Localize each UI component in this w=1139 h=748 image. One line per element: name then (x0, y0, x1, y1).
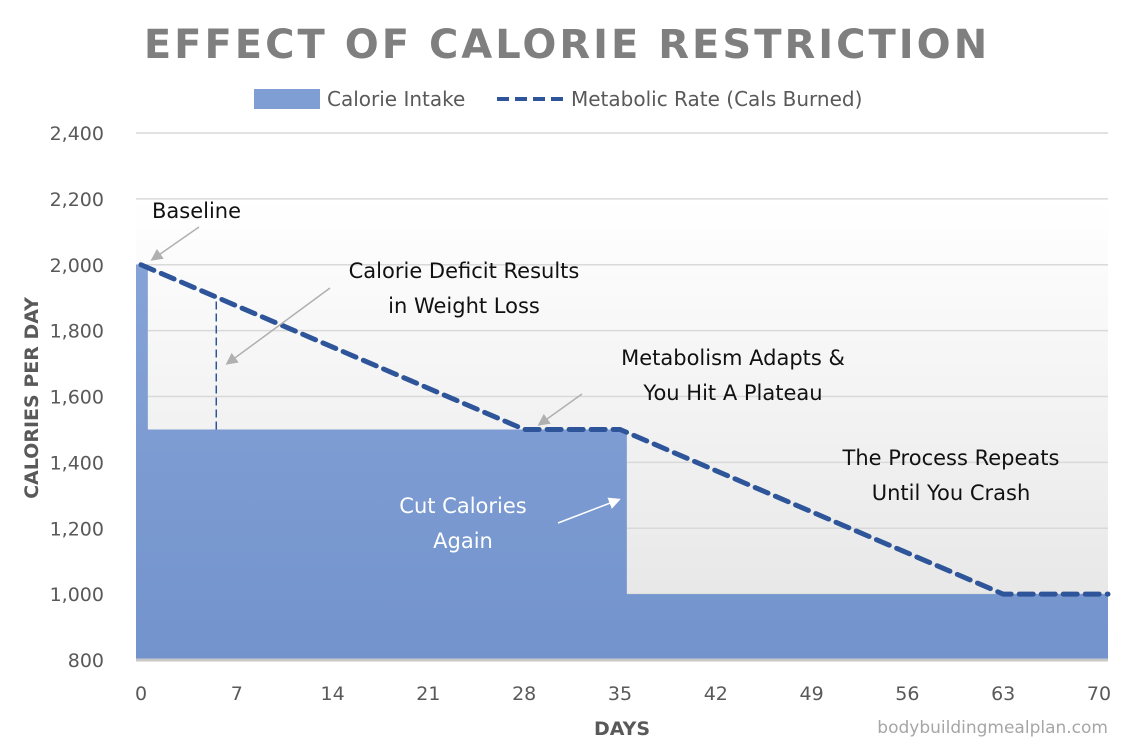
legend: Calorie Intake Metabolic Rate (Cals Burn… (254, 87, 862, 111)
chart-title: EFFECT OF CALORIE RESTRICTION (144, 22, 990, 68)
x-tick-label: 63 (991, 683, 1015, 705)
x-tick-label: 42 (704, 683, 728, 705)
x-tick-label: 0 (135, 683, 147, 705)
x-tick-label: 28 (512, 683, 536, 705)
annotation-baseline: Baseline (152, 199, 241, 223)
legend-label-metabolic-rate: Metabolic Rate (Cals Burned) (571, 87, 862, 111)
y-tick-label: 1,000 (50, 584, 104, 606)
series-layer (136, 262, 1111, 660)
y-tick-label: 1,400 (50, 452, 104, 474)
y-tick-label: 2,200 (50, 189, 104, 211)
y-tick-label: 1,800 (50, 321, 104, 343)
legend-swatch-calorie-intake (254, 89, 320, 109)
y-tick-label: 1,600 (50, 387, 104, 409)
arrow-baseline (150, 226, 200, 261)
arrow-cut (557, 497, 621, 524)
x-tick-label: 21 (416, 683, 440, 705)
arrow-plateau (537, 393, 583, 426)
x-tick-label: 49 (800, 683, 824, 705)
watermark: bodybuildingmealplan.com (877, 718, 1108, 738)
y-tick-label: 2,400 (50, 123, 104, 145)
arrow-deficit (225, 287, 331, 365)
x-tick-label: 14 (321, 683, 345, 705)
y-tick-label: 1,200 (50, 518, 104, 540)
x-tick-label: 35 (608, 683, 632, 705)
x-tick-label: 70 (1087, 683, 1111, 705)
y-axis: 800 1,000 1,200 1,400 1,600 1,800 2,000 2,200 2,… (50, 123, 104, 672)
y-tick-label: 2,000 (50, 255, 104, 277)
annotation-deficit-2: in Weight Loss (388, 294, 540, 318)
legend-label-calorie-intake: Calorie Intake (327, 87, 465, 111)
annotation-plateau-1: Metabolism Adapts & (621, 346, 845, 370)
y-axis-label: CALORIES PER DAY (21, 297, 43, 499)
annotation-deficit-1: Calorie Deficit Results (349, 259, 580, 283)
x-tick-label: 56 (895, 683, 919, 705)
metabolic-rate-line (138, 262, 1111, 597)
annotations: Baseline Calorie Deficit Results in Weig… (150, 199, 1060, 553)
x-tick-label: 7 (231, 683, 243, 705)
annotation-repeats-1: The Process Repeats (842, 446, 1060, 470)
y-tick-label: 800 (68, 650, 104, 672)
x-axis-label: DAYS (594, 718, 650, 740)
annotation-plateau-2: You Hit A Plateau (642, 381, 822, 405)
x-axis: 0 7 14 21 28 35 42 49 56 63 70 (135, 683, 1111, 705)
annotation-cut-1: Cut Calories (399, 494, 526, 518)
annotation-repeats-2: Until You Crash (872, 481, 1031, 505)
calorie-intake-area (136, 264, 1108, 660)
annotation-cut-2: Again (433, 529, 493, 553)
